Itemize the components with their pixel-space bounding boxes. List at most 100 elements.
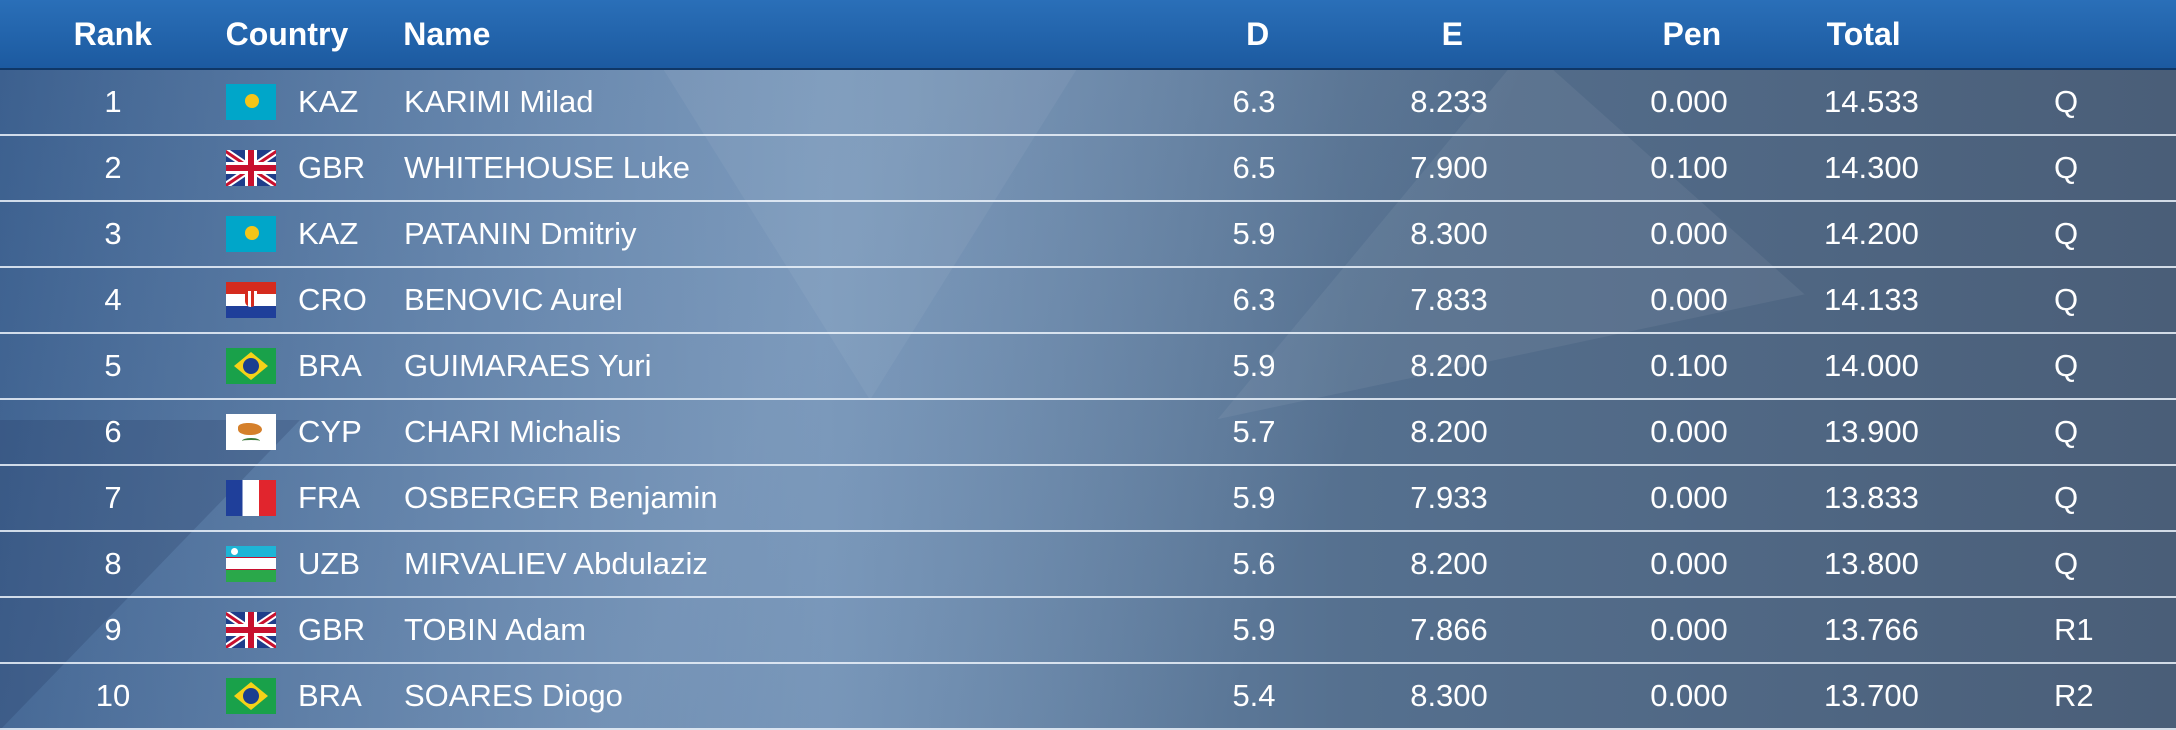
- header-country[interactable]: Country: [225, 15, 349, 52]
- rank-cell: 10: [95, 678, 131, 713]
- rank-cell: 2: [104, 150, 122, 185]
- flag-cell: [226, 150, 298, 186]
- brazil-flag-icon: [226, 348, 276, 384]
- table-header: Rank Country Name D E Pen Total: [0, 0, 2176, 70]
- header-total[interactable]: Total: [1826, 15, 1901, 52]
- table-row[interactable]: 9 GBR TOBIN Adam 5.9 7.866 0.000 13.766 R1: [0, 598, 2176, 664]
- penalty: 0.100: [1650, 150, 1728, 185]
- header-rank[interactable]: Rank: [73, 15, 152, 52]
- country-code: GBR: [298, 612, 366, 647]
- total-score: 14.300: [1824, 150, 1919, 185]
- d-score: 6.3: [1232, 282, 1276, 317]
- header-name[interactable]: Name: [403, 15, 491, 52]
- country-code: GBR: [298, 150, 366, 185]
- rank-cell: 1: [104, 84, 122, 119]
- qualification-status: Q: [2054, 546, 2079, 581]
- penalty: 0.000: [1650, 480, 1728, 515]
- country-code: FRA: [298, 480, 360, 515]
- e-score: 7.900: [1410, 150, 1488, 185]
- table-row[interactable]: 5 BRA GUIMARAES Yuri 5.9 8.200 0.100 14.000 Q: [0, 334, 2176, 400]
- penalty: 0.000: [1650, 216, 1728, 251]
- qualification-status: Q: [2054, 84, 2079, 119]
- total-score: 13.900: [1824, 414, 1919, 449]
- uk-flag-icon: [226, 150, 276, 186]
- d-score: 5.4: [1232, 678, 1276, 713]
- table-row[interactable]: 10 BRA SOARES Diogo 5.4 8.300 0.000 13.700 R2: [0, 664, 2176, 730]
- d-score: 5.9: [1232, 480, 1276, 515]
- brazil-flag-icon: [226, 678, 276, 714]
- table-row[interactable]: 1 KAZ KARIMI Milad 6.3 8.233 0.000 14.533 Q: [0, 70, 2176, 136]
- qualification-status: Q: [2054, 414, 2079, 449]
- country-code: CYP: [298, 414, 362, 449]
- athlete-name[interactable]: MIRVALIEV Abdulaziz: [404, 546, 708, 581]
- rank-cell: 7: [104, 480, 122, 515]
- uzbekistan-flag-icon: [226, 546, 276, 582]
- e-score: 8.300: [1410, 678, 1488, 713]
- athlete-name[interactable]: BENOVIC Aurel: [404, 282, 623, 317]
- athlete-name[interactable]: GUIMARAES Yuri: [404, 348, 652, 383]
- d-score: 5.7: [1232, 414, 1276, 449]
- penalty: 0.000: [1650, 546, 1728, 581]
- flag-cell: [226, 348, 298, 384]
- table-row[interactable]: 3 KAZ PATANIN Dmitriy 5.9 8.300 0.000 14.200 Q: [0, 202, 2176, 268]
- flag-cell: [226, 546, 298, 582]
- total-score: 13.766: [1824, 612, 1919, 647]
- qualification-status: R2: [2054, 678, 2094, 713]
- e-score: 8.233: [1410, 84, 1488, 119]
- qualification-status: Q: [2054, 282, 2079, 317]
- country-code: KAZ: [298, 216, 359, 251]
- table-row[interactable]: 8 UZB MIRVALIEV Abdulaziz 5.6 8.200 0.000 13.8…: [0, 532, 2176, 598]
- qualification-status: Q: [2054, 480, 2079, 515]
- qualification-status: R1: [2054, 612, 2094, 647]
- header-d[interactable]: D: [1246, 15, 1270, 52]
- table-row[interactable]: 6 CYP CHARI Michalis 5.7 8.200 0.000 13.900 Q: [0, 400, 2176, 466]
- croatia-flag-icon: [226, 282, 276, 318]
- uk-flag-icon: [226, 612, 276, 648]
- country-code: BRA: [298, 348, 362, 383]
- header-e[interactable]: E: [1441, 15, 1463, 52]
- e-score: 7.933: [1410, 480, 1488, 515]
- penalty: 0.000: [1650, 282, 1728, 317]
- table-body: 1 KAZ KARIMI Milad 6.3 8.233 0.000 14.533 Q 2 GBR…: [0, 70, 2176, 730]
- table-row[interactable]: 4 CRO BENOVIC Aurel 6.3 7.833 0.000 14.133 Q: [0, 268, 2176, 334]
- penalty: 0.000: [1650, 612, 1728, 647]
- flag-cell: [226, 414, 298, 450]
- total-score: 13.700: [1824, 678, 1919, 713]
- rank-cell: 5: [104, 348, 122, 383]
- flag-cell: [226, 612, 298, 648]
- flag-cell: [226, 480, 298, 516]
- kazakhstan-flag-icon: [226, 84, 276, 120]
- france-flag-icon: [226, 480, 276, 516]
- d-score: 5.6: [1232, 546, 1276, 581]
- athlete-name[interactable]: PATANIN Dmitriy: [404, 216, 637, 251]
- qualification-status: Q: [2054, 150, 2079, 185]
- country-code: CRO: [298, 282, 367, 317]
- qualification-status: Q: [2054, 216, 2079, 251]
- total-score: 14.533: [1824, 84, 1919, 119]
- athlete-name[interactable]: KARIMI Milad: [404, 84, 594, 119]
- athlete-name[interactable]: SOARES Diogo: [404, 678, 623, 713]
- rank-cell: 4: [104, 282, 122, 317]
- e-score: 7.833: [1410, 282, 1488, 317]
- athlete-name[interactable]: WHITEHOUSE Luke: [404, 150, 690, 185]
- penalty: 0.000: [1650, 414, 1728, 449]
- flag-cell: [226, 84, 298, 120]
- athlete-name[interactable]: OSBERGER Benjamin: [404, 480, 718, 515]
- flag-cell: [226, 216, 298, 252]
- d-score: 6.3: [1232, 84, 1276, 119]
- flag-cell: [226, 282, 298, 318]
- qualification-status: Q: [2054, 348, 2079, 383]
- rank-cell: 9: [104, 612, 122, 647]
- table-row[interactable]: 7 FRA OSBERGER Benjamin 5.9 7.933 0.000 13.833…: [0, 466, 2176, 532]
- athlete-name[interactable]: CHARI Michalis: [404, 414, 622, 449]
- table-row[interactable]: 2 GBR WHITEHOUSE Luke 6.5 7.900 0.100 14.300 Q: [0, 136, 2176, 202]
- e-score: 7.866: [1410, 612, 1488, 647]
- penalty: 0.000: [1650, 678, 1728, 713]
- total-score: 14.133: [1824, 282, 1919, 317]
- e-score: 8.200: [1410, 546, 1488, 581]
- penalty: 0.000: [1650, 84, 1728, 119]
- athlete-name[interactable]: TOBIN Adam: [404, 612, 587, 647]
- total-score: 13.833: [1824, 480, 1919, 515]
- header-pen[interactable]: Pen: [1662, 15, 1722, 52]
